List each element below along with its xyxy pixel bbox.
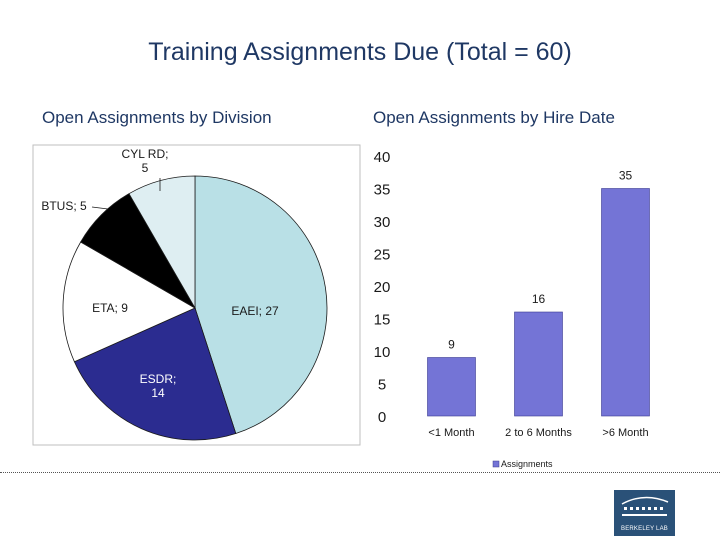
y-tick-label: 25 — [374, 247, 391, 264]
pie-slice-eaei — [194, 175, 328, 435]
x-category-label: <1 Month — [428, 427, 474, 439]
berkeley-lab-logo: BERKELEY LAB — [614, 490, 675, 536]
y-tick-label: 15 — [374, 312, 391, 329]
pie-label-btus: BTUS; 5 — [41, 199, 87, 213]
pie-slice-eta — [62, 241, 196, 363]
legend-swatch — [492, 460, 500, 468]
y-tick-label: 0 — [378, 409, 386, 426]
pie-slice-esdr — [73, 307, 237, 441]
pie-label-esdr: ESDR; 14 — [140, 372, 177, 400]
x-category-label: >6 Month — [602, 427, 648, 439]
y-tick-label: 10 — [374, 344, 391, 361]
pie-chart: EAEI; 27 ESDR; 14 ETA; 9 BTUS; 5 CYL RD; 5 — [41, 147, 328, 441]
pie-leader-line-btus — [91, 206, 109, 210]
legend-label: Assignments — [501, 459, 553, 469]
y-tick-label: 20 — [374, 279, 391, 296]
bar-2-to-6-months — [514, 311, 563, 417]
y-tick-label: 30 — [374, 214, 391, 231]
lab-building-icon — [621, 496, 669, 516]
pie-slice-cyl-rd — [128, 175, 196, 310]
bar-chart-title: Open Assignments by Hire Date — [373, 108, 615, 127]
bar-data-label: 35 — [619, 169, 633, 183]
pie-chart-title: Open Assignments by Division — [42, 108, 272, 127]
pie-label-eaei: EAEI; 27 — [231, 304, 279, 318]
y-tick-label: 40 — [374, 149, 391, 166]
bar-data-label: 16 — [532, 292, 546, 306]
bar-1-month — [427, 357, 476, 417]
page-title: Training Assignments Due (Total = 60) — [148, 38, 572, 66]
pie-label-eta: ETA; 9 — [92, 301, 128, 315]
bar-chart: 0 5 10 15 20 25 30 35 40 9 <1 Month 16 2 to 6 Months… — [374, 149, 650, 469]
pie-label-cyl-rd: CYL RD; 5 — [122, 147, 169, 175]
bar-data-label: 9 — [448, 338, 455, 352]
logo-text: BERKELEY LAB — [621, 526, 668, 532]
y-tick-label: 35 — [374, 182, 391, 199]
x-category-label: 2 to 6 Months — [505, 427, 572, 439]
y-tick-label: 5 — [378, 377, 386, 394]
bar-6-month — [601, 188, 650, 417]
footer-divider — [0, 472, 720, 473]
